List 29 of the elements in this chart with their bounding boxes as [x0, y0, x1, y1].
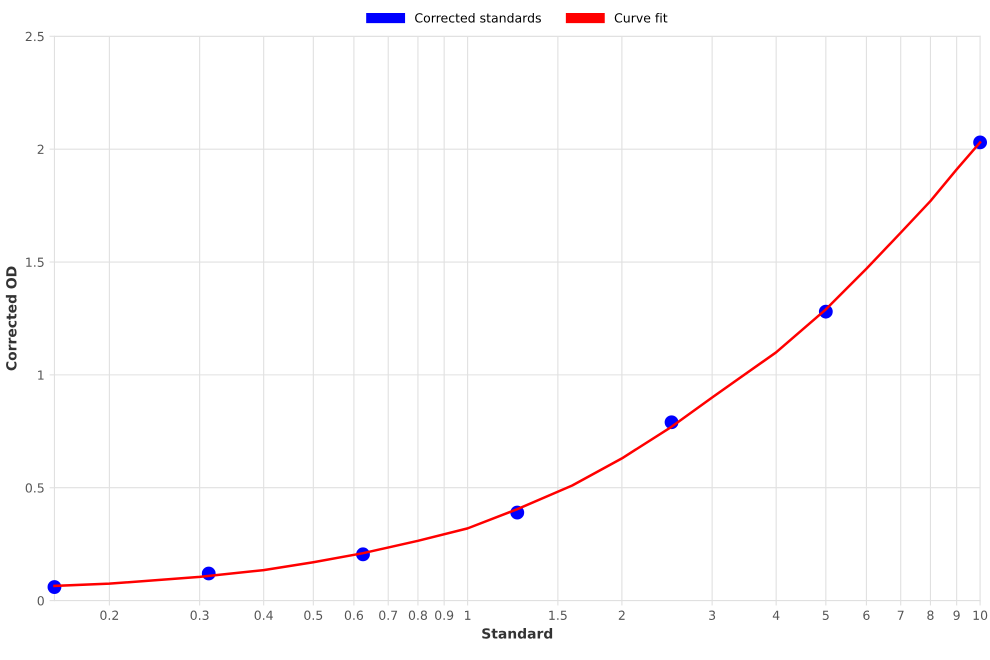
- y-tick-label: 0.5: [26, 483, 44, 493]
- x-tick-label: 0.6: [344, 610, 364, 620]
- x-tick-label: 8: [927, 610, 934, 620]
- x-tick-label: 3: [709, 610, 716, 620]
- x-tick-label: 0.7: [379, 610, 398, 620]
- x-tick-label: 2: [618, 610, 625, 620]
- y-tick-label: 2.5: [26, 32, 44, 42]
- x-tick-label: 5: [822, 610, 829, 620]
- y-tick-label: 1.5: [26, 258, 44, 267]
- x-tick-label: 0.5: [304, 610, 322, 620]
- x-tick-label: 0.9: [435, 610, 454, 620]
- legend-label: Curve fit: [614, 12, 668, 23]
- y-tick-label: 2: [38, 144, 44, 154]
- x-tick-label: 6: [863, 610, 870, 620]
- x-tick-label: 0.3: [190, 610, 209, 620]
- y-axis-title: Corrected OD: [6, 266, 17, 370]
- x-tick-label: 1.5: [549, 610, 567, 620]
- x-tick-label: 0.8: [408, 610, 428, 620]
- x-tick-label: 7: [898, 610, 904, 620]
- x-tick-label: 9: [953, 610, 960, 620]
- legend-label: Corrected standards: [415, 12, 541, 23]
- x-axis-title: Standard: [482, 628, 552, 639]
- y-tick-label: 1: [38, 370, 44, 380]
- x-tick-label: 1: [465, 610, 470, 620]
- x-tick-label: 4: [772, 610, 780, 620]
- x-tick-label: 0.4: [254, 610, 273, 620]
- y-tick-label: 0: [38, 596, 44, 606]
- x-tick-label: 0.2: [100, 610, 118, 620]
- x-tick-label: 10: [974, 610, 988, 620]
